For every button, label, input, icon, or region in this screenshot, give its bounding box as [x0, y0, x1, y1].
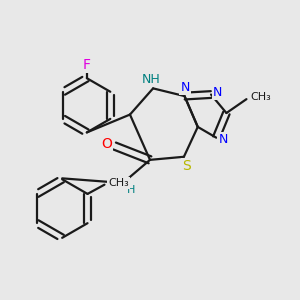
Text: N: N — [180, 81, 190, 94]
Text: NH: NH — [142, 73, 161, 85]
Text: N: N — [111, 176, 120, 190]
Text: S: S — [182, 159, 191, 173]
Text: CH₃: CH₃ — [108, 178, 129, 188]
Text: F: F — [83, 58, 91, 72]
Text: H: H — [126, 185, 135, 195]
Text: N: N — [218, 133, 228, 146]
Text: O: O — [101, 136, 112, 151]
Text: CH₃: CH₃ — [250, 92, 271, 102]
Text: N: N — [213, 85, 223, 99]
